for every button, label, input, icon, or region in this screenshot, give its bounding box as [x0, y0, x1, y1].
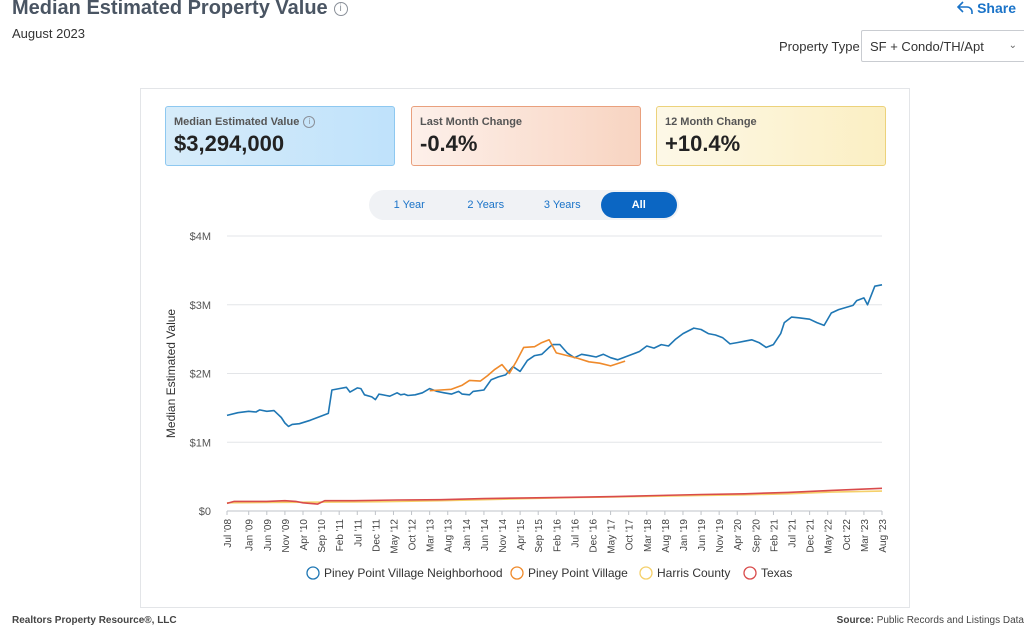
- y-tick-label: $4M: [190, 231, 211, 243]
- x-tick-label: Nov '09: [281, 519, 292, 553]
- last-month-change-label: Last Month Change: [420, 116, 523, 128]
- x-tick-label: Jan '09: [245, 519, 256, 551]
- y-tick-label: $1M: [190, 437, 211, 449]
- page-subtitle: August 2023: [12, 26, 86, 41]
- x-tick-label: Nov '19: [715, 519, 726, 553]
- last-month-change-card: Last Month Change -0.4%: [411, 106, 641, 166]
- y-tick-label: $3M: [190, 300, 211, 312]
- footer-source-label: Source:: [836, 615, 874, 626]
- x-tick-label: Jun '14: [480, 519, 491, 551]
- tab-2-years[interactable]: 2 Years: [467, 199, 505, 211]
- x-tick-label: Sep '15: [534, 519, 545, 553]
- x-tick-label: Jul '08: [223, 519, 234, 548]
- x-tick-label: Jul '16: [570, 519, 581, 548]
- median-value-card: Median Estimated Value i $3,294,000: [165, 106, 395, 166]
- x-tick-label: May '12: [389, 519, 400, 554]
- median-value-label: Median Estimated Value: [174, 116, 300, 128]
- legend-marker: [306, 566, 320, 580]
- x-tick-label: Aug '13: [444, 519, 455, 553]
- x-tick-label: Jan '14: [462, 519, 473, 551]
- tab-3-years[interactable]: 3 Years: [543, 199, 581, 211]
- y-tick-label: $2M: [190, 369, 211, 381]
- x-tick-label: Apr '20: [733, 519, 744, 551]
- x-tick-label: Nov '14: [498, 519, 509, 553]
- x-tick-label: May '22: [824, 519, 835, 554]
- x-tick-label: Aug '18: [661, 519, 672, 553]
- footer-source-text: Public Records and Listings Data: [876, 615, 1024, 626]
- legend-label: Piney Point Village: [528, 566, 628, 580]
- property-type-select[interactable]: SF + Condo/TH/Apt ⌄: [861, 30, 1024, 62]
- x-tick-label: Jul '11: [353, 519, 364, 547]
- x-tick-label: May '17: [607, 519, 618, 554]
- x-tick-label: Feb '16: [552, 519, 563, 552]
- share-icon: [957, 1, 973, 14]
- chevron-down-icon: ⌄: [1008, 40, 1017, 51]
- tab-all[interactable]: All: [600, 192, 677, 218]
- info-icon[interactable]: i: [333, 2, 348, 16]
- x-tick-label: Jun '19: [697, 519, 708, 551]
- series-line-0: [226, 284, 883, 428]
- footer-source: Source: Public Records and Listings Data: [837, 615, 1024, 626]
- range-tabs: 1 Year 2 Years 3 Years All: [369, 190, 679, 220]
- twelve-month-change-label: 12 Month Change: [665, 116, 757, 128]
- property-type-label: Property Type: [779, 39, 860, 54]
- twelve-month-change-card: 12 Month Change +10.4%: [656, 106, 886, 166]
- x-tick-label: Dec '11: [371, 519, 382, 552]
- legend-label: Texas: [761, 566, 792, 580]
- x-tick-label: Feb '21: [769, 519, 780, 552]
- x-tick-label: Dec '21: [806, 519, 817, 553]
- x-tick-label: Feb '11: [335, 519, 346, 552]
- legend-marker: [743, 566, 757, 580]
- page-title: Median Estimated Property Value i: [12, 0, 348, 20]
- series-line-1: [429, 339, 626, 392]
- share-label: Share: [977, 0, 1016, 16]
- x-tick-label: Apr '15: [516, 519, 527, 551]
- x-tick-label: Oct '17: [625, 519, 636, 551]
- x-tick-label: Dec '16: [588, 519, 599, 553]
- y-axis-label: Median Estimated Value: [164, 309, 178, 439]
- x-tick-label: Apr '10: [299, 519, 310, 551]
- x-tick-label: Mar '18: [643, 519, 654, 552]
- footer-credit: Realtors Property Resource®, LLC: [12, 615, 177, 626]
- page-title-text: Median Estimated Property Value: [12, 0, 328, 19]
- x-tick-label: Mar '23: [860, 519, 871, 552]
- x-tick-label: Jun '09: [263, 519, 274, 551]
- y-tick-label: $0: [199, 506, 211, 518]
- x-tick-label: Oct '22: [842, 519, 853, 551]
- legend-marker: [510, 566, 524, 580]
- x-tick-label: Mar '13: [426, 519, 437, 552]
- median-value: $3,294,000: [174, 131, 285, 156]
- x-tick-label: Jan '19: [679, 519, 690, 551]
- x-tick-label: Oct '12: [408, 519, 419, 551]
- legend-marker: [639, 566, 653, 580]
- legend-label: Harris County: [657, 566, 730, 580]
- twelve-month-change-value: +10.4%: [665, 131, 741, 156]
- x-tick-label: Aug '23: [878, 519, 889, 553]
- x-tick-label: Sep '10: [317, 519, 328, 553]
- x-tick-label: Sep '20: [751, 519, 762, 553]
- info-icon[interactable]: i: [303, 116, 316, 128]
- x-tick-label: Jul '21: [788, 519, 799, 548]
- property-type-value: SF + Condo/TH/Apt: [870, 39, 984, 54]
- series-line-3: [226, 487, 883, 505]
- tab-1-year[interactable]: 1 Year: [393, 199, 425, 211]
- line-chart: $0 $1M $2M $3M $4M Median Estimated Value Jul …: [164, 231, 889, 580]
- last-month-change-value: -0.4%: [420, 131, 478, 156]
- legend-label: Piney Point Village Neighborhood: [324, 566, 503, 580]
- chart-panel: Median Estimated Value i $3,294,000 Last …: [140, 88, 910, 608]
- share-button[interactable]: Share: [957, 0, 1016, 16]
